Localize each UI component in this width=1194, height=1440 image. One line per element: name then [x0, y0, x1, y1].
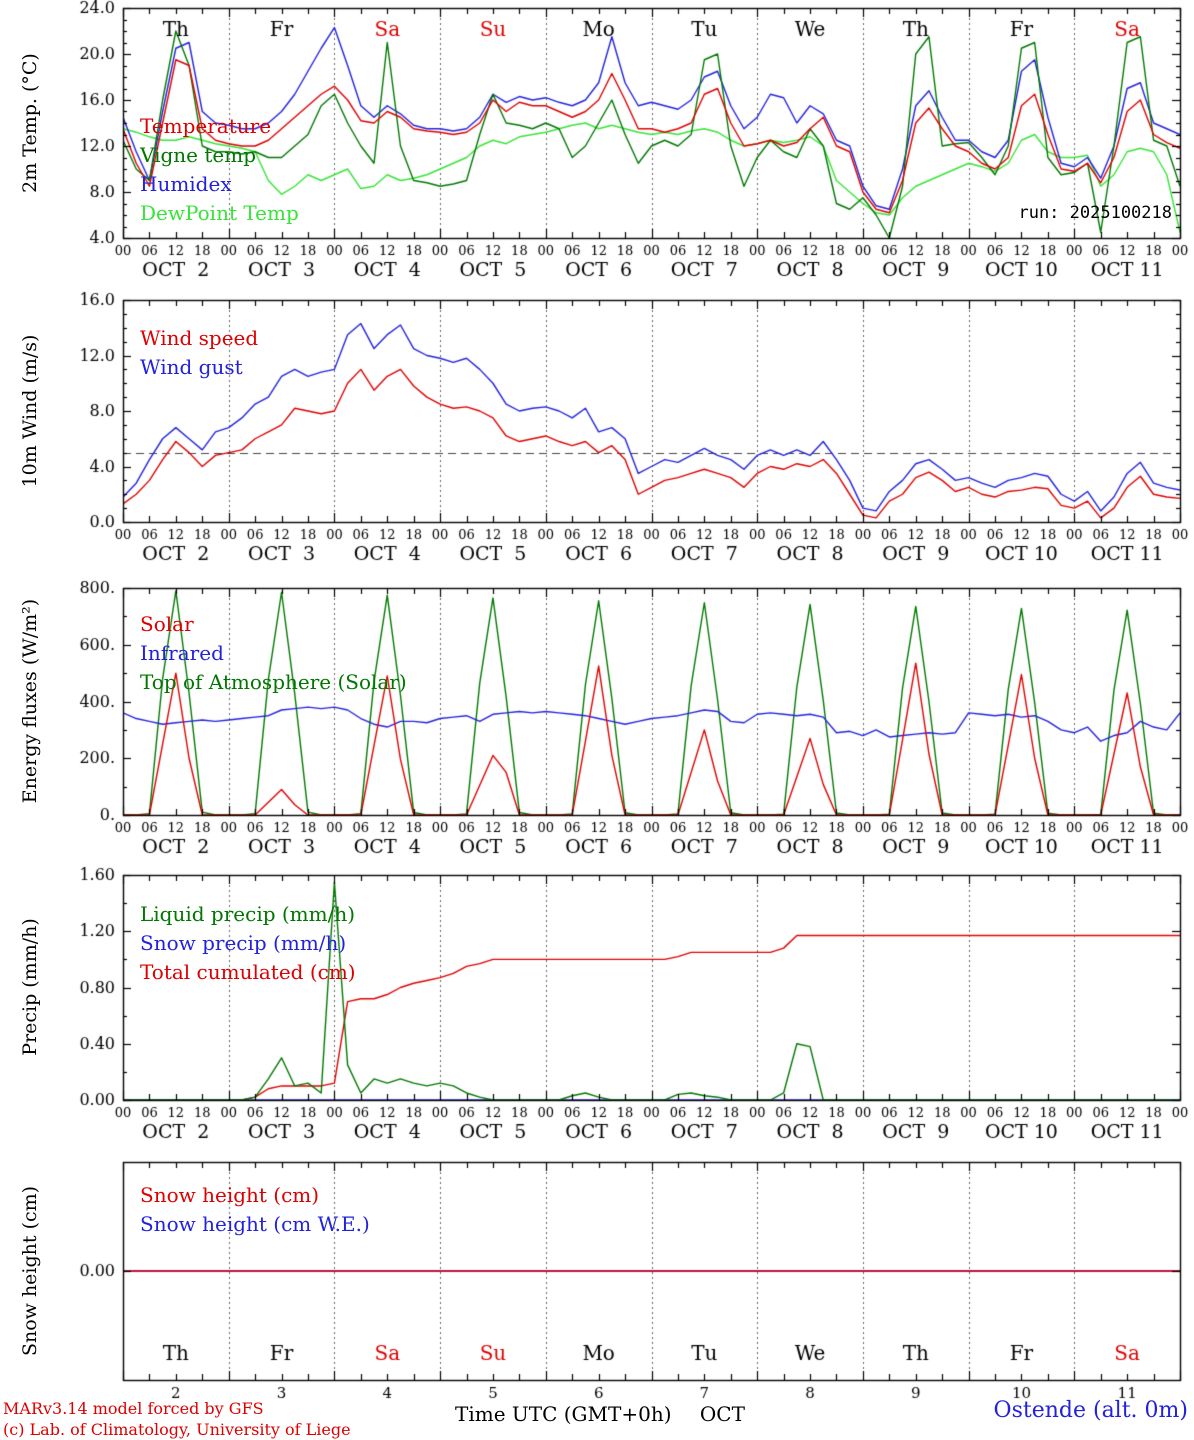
legend-item-humidex: Humidex [140, 172, 232, 196]
legend-item-dewpoint-temp: DewPoint Temp [140, 201, 299, 225]
legend-item-snow-height-we: Snow height (cm W.E.) [140, 1212, 370, 1236]
legend-item-toa: Top of Atmosphere (Solar) [140, 670, 407, 694]
x-axis-month-label: OCT [699, 1402, 745, 1426]
legend-precip-panel: Liquid precip (mm/h) Snow precip (mm/h) … [140, 900, 356, 987]
y-axis-title-snow: Snow height (cm) [19, 1185, 41, 1357]
legend-item-wind-gust: Wind gust [140, 355, 243, 379]
legend-item-wind-speed: Wind speed [140, 326, 259, 350]
legend-item-snow-height: Snow height (cm) [140, 1183, 320, 1207]
legend-temperature-panel: Temperature Vigne temp Humidex DewPoint … [140, 112, 299, 228]
legend-item-total-cumulated: Total cumulated (cm) [140, 960, 356, 984]
legend-item-infrared: Infrared [140, 641, 224, 665]
legend-item-temperature: Temperature [140, 114, 272, 138]
legend-energy-panel: Solar Infrared Top of Atmosphere (Solar) [140, 610, 407, 697]
credit-line-2: (c) Lab. of Climatology, University of L… [3, 1420, 351, 1439]
footer-credits: MARv3.14 model forced by GFS (c) Lab. of… [3, 1398, 351, 1440]
credit-line-1: MARv3.14 model forced by GFS [3, 1399, 264, 1418]
legend-snow-panel: Snow height (cm) Snow height (cm W.E.) [140, 1181, 370, 1239]
legend-item-vigne-temp: Vigne temp [140, 143, 257, 167]
y-axis-title-wind: 10m Wind (m/s) [19, 334, 41, 488]
x-axis-title: Time UTC (GMT+0h) OCT [455, 1402, 745, 1426]
run-label: run: 2025100218 [1018, 203, 1172, 223]
y-axis-title-temperature: 2m Temp. (°C) [19, 53, 41, 193]
y-axis-title-energy: Energy fluxes (W/m²) [19, 598, 41, 804]
legend-wind-panel: Wind speed Wind gust [140, 324, 258, 382]
legend-item-snow-precip: Snow precip (mm/h) [140, 931, 347, 955]
legend-item-liquid-precip: Liquid precip (mm/h) [140, 902, 356, 926]
y-axis-title-precip: Precip (mm/h) [19, 918, 41, 1056]
station-label: Ostende (alt. 0m) [993, 1398, 1188, 1423]
x-axis-title-text: Time UTC (GMT+0h) [455, 1402, 672, 1426]
legend-item-solar: Solar [140, 612, 194, 636]
